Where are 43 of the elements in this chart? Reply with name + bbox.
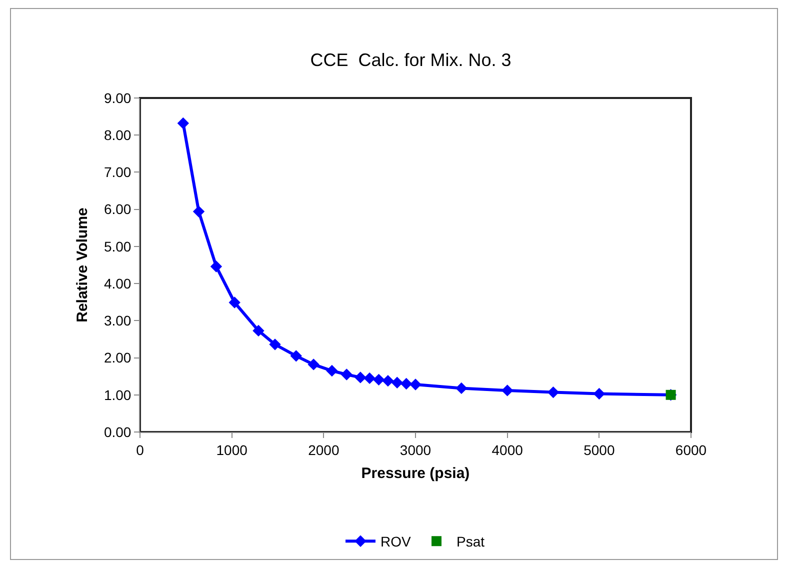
legend-label: ROV — [380, 534, 412, 550]
x-tick-label: 0 — [136, 442, 144, 458]
point — [340, 368, 352, 380]
x-tick-label: 6000 — [675, 442, 707, 458]
point — [501, 384, 514, 396]
point — [410, 378, 422, 390]
point — [391, 376, 403, 388]
point — [252, 324, 264, 337]
y-tick-label: 9.00 — [104, 90, 132, 106]
point — [364, 372, 376, 384]
chart-title: CCE Calc. for Mix. No. 3 — [310, 50, 512, 70]
y-tick-label: 2.00 — [104, 350, 132, 366]
y-tick-label: 5.00 — [104, 238, 132, 254]
point — [593, 388, 606, 400]
x-tick-label: 1000 — [216, 442, 248, 458]
y-tick-label: 0.00 — [104, 424, 132, 440]
x-tick-label: 5000 — [584, 442, 615, 458]
x-tick-label: 2000 — [308, 442, 340, 458]
y-tick-label: 7.00 — [104, 164, 132, 180]
point — [290, 350, 302, 362]
y-axis-title: Relative Volume — [74, 208, 92, 322]
point — [547, 386, 560, 398]
point — [192, 206, 205, 218]
x-axis-title: Pressure (psia) — [361, 464, 470, 482]
x-tick-label: 4000 — [492, 442, 524, 458]
point — [308, 358, 320, 370]
point — [210, 260, 222, 272]
y-tick-label: 1.00 — [104, 386, 132, 403]
legend-label: Psat — [456, 534, 485, 550]
point — [228, 296, 240, 308]
point — [326, 364, 338, 377]
y-tick-label: 8.00 — [104, 127, 132, 144]
y-tick-label: 4.00 — [104, 275, 132, 292]
point — [400, 378, 412, 390]
point — [372, 374, 385, 386]
x-tick-label: 3000 — [400, 442, 432, 458]
y-tick-label: 3.00 — [104, 312, 132, 329]
point — [269, 338, 281, 350]
y-tick-label: 6.00 — [104, 201, 132, 218]
point — [354, 372, 366, 384]
point — [382, 374, 394, 387]
point — [177, 117, 190, 130]
point — [456, 382, 468, 394]
